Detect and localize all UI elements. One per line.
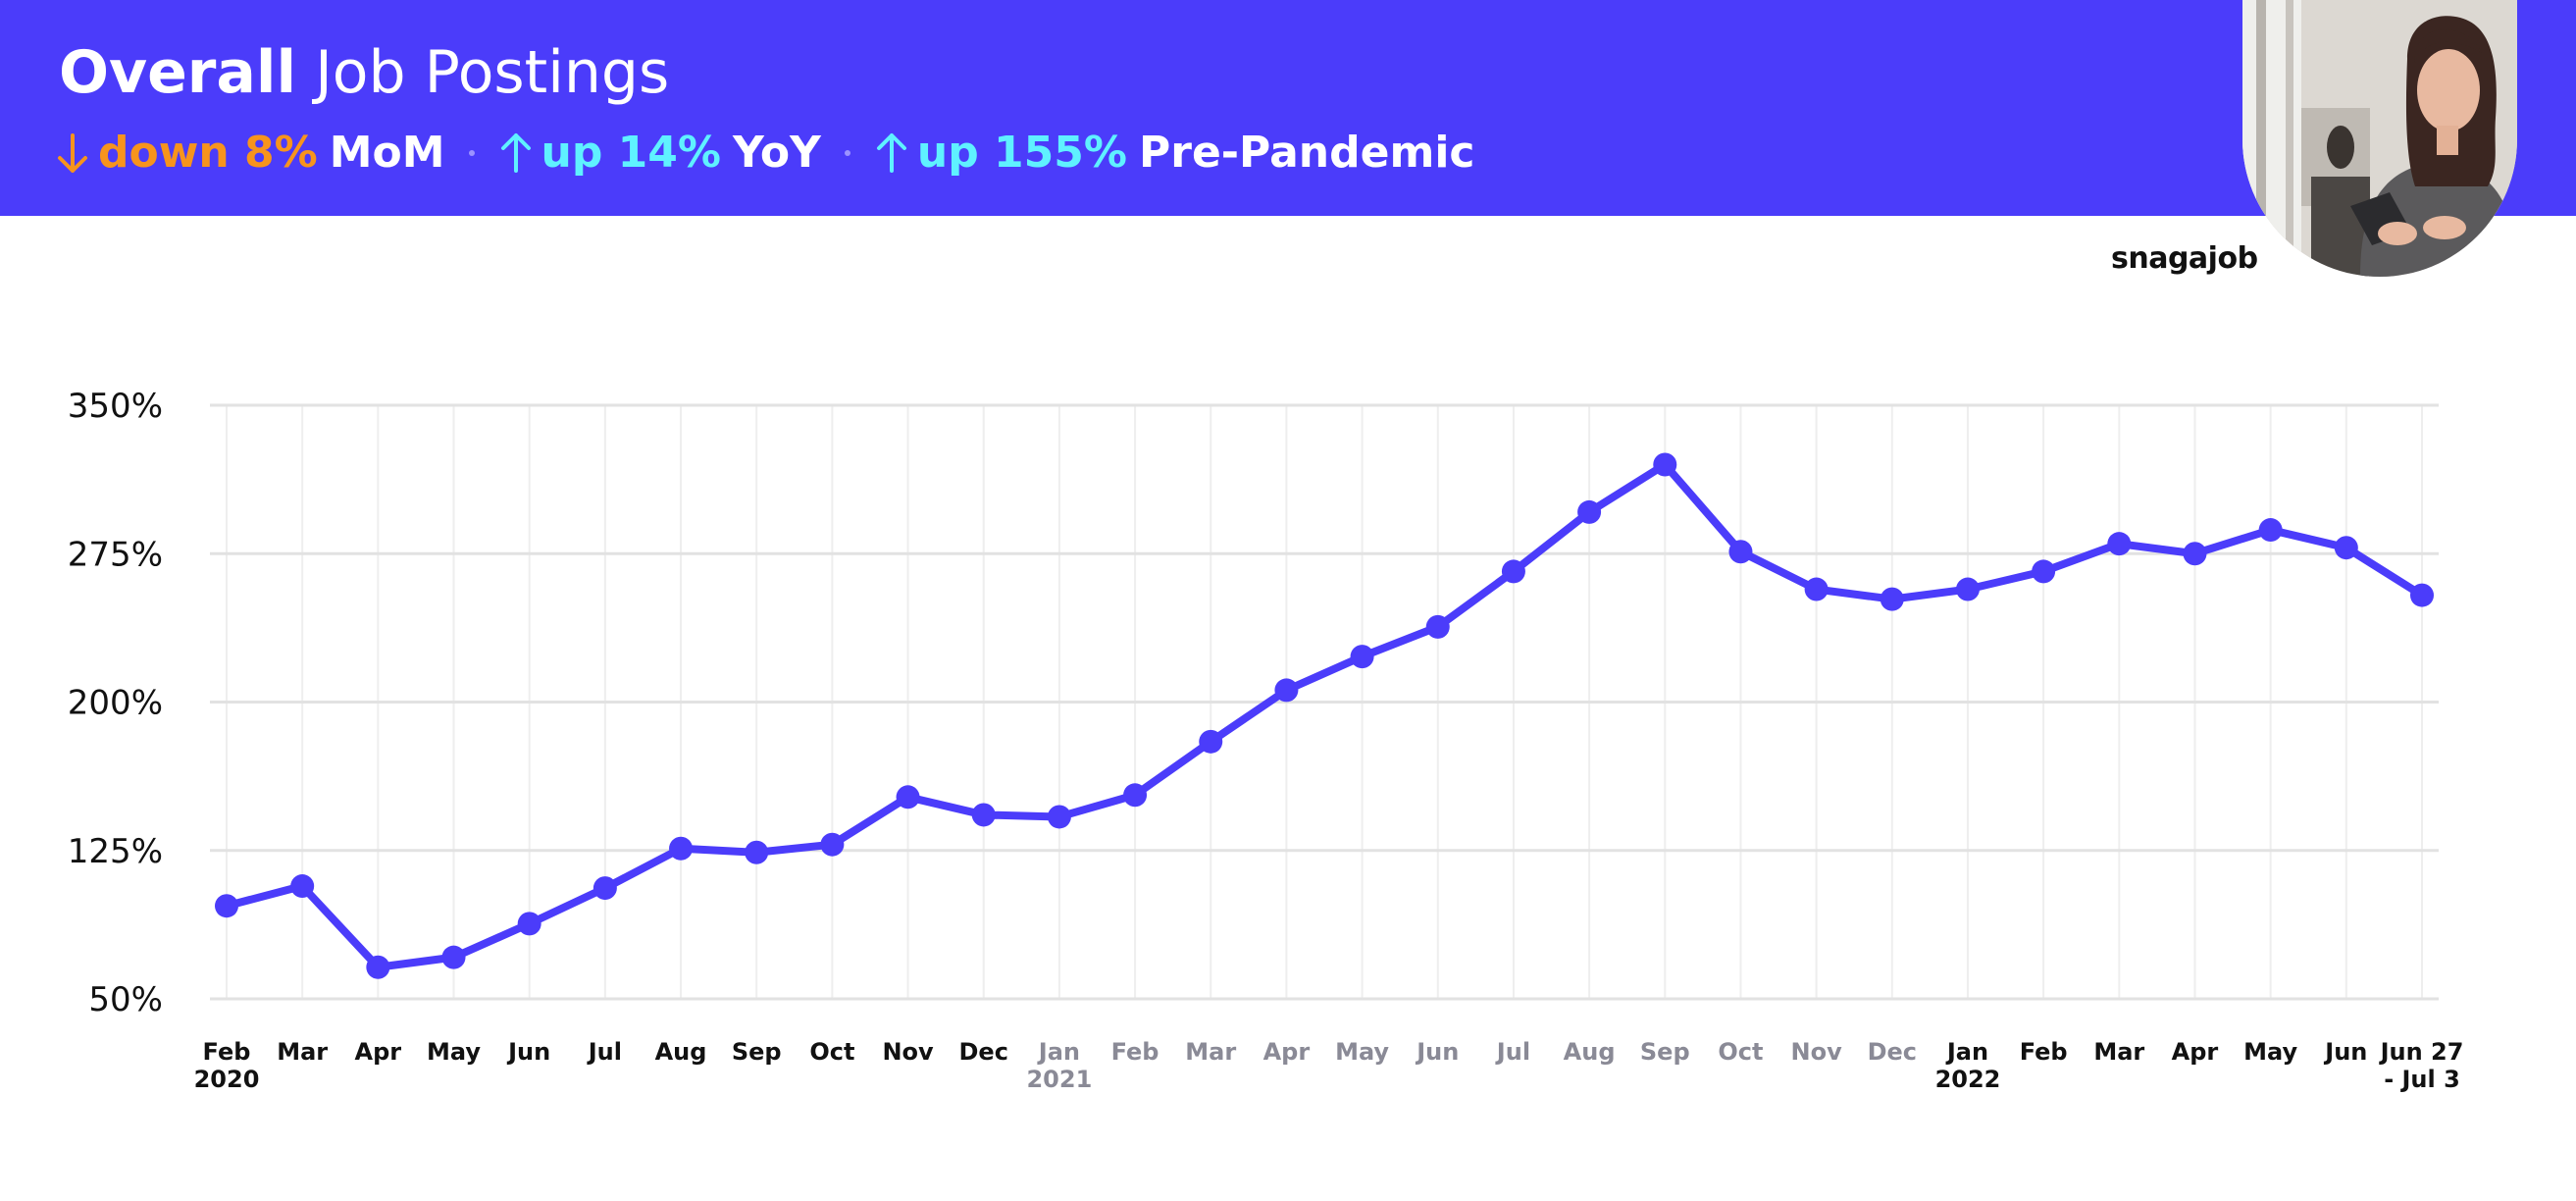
y-tick-label: 50%: [88, 980, 163, 1019]
data-point: [1274, 678, 1299, 703]
x-tick-label: Jul: [587, 1038, 622, 1066]
x-tick-label: Sep: [1640, 1038, 1690, 1066]
data-point: [2032, 559, 2056, 584]
x-tick-label: May: [1335, 1038, 1389, 1066]
x-tick-label: Feb: [203, 1038, 251, 1066]
data-point: [1047, 805, 1071, 829]
x-tick-label: Nov: [882, 1038, 934, 1066]
data-point: [1577, 499, 1602, 524]
x-tick-label: May: [2243, 1038, 2297, 1066]
x-tick-label: Apr: [2172, 1038, 2219, 1066]
arrow-up-icon: [876, 133, 906, 173]
x-tick-label: Jun: [1415, 1038, 1459, 1066]
stats-row: down 8% MoM up 14% YoY up 155% Pre-Pande…: [55, 122, 1474, 184]
data-point: [215, 894, 238, 918]
data-point: [669, 836, 694, 861]
x-tick-label: Nov: [1791, 1038, 1843, 1066]
data-point: [1653, 452, 1677, 477]
stat-mom-label: MoM: [329, 128, 445, 178]
data-point: [745, 840, 769, 864]
data-point: [2334, 536, 2358, 560]
y-tick-label: 275%: [68, 535, 163, 574]
x-tick-sublabel: 2020: [194, 1066, 260, 1093]
x-tick-label: Jan: [1037, 1038, 1080, 1066]
x-tick-label: Jun: [2323, 1038, 2367, 1066]
stat-prepandemic-value: up 155%: [916, 128, 1127, 178]
stat-separator: [844, 150, 850, 156]
stat-yoy-label: YoY: [733, 128, 821, 178]
data-point: [517, 912, 541, 936]
stat-prepandemic-label: Pre-Pandemic: [1139, 128, 1475, 178]
x-tick-label: Mar: [277, 1038, 328, 1066]
x-tick-label: Sep: [732, 1038, 782, 1066]
x-tick-label: Apr: [1263, 1038, 1311, 1066]
data-point: [1350, 645, 1374, 669]
x-tick-label: Jun: [506, 1038, 550, 1066]
arrow-up-icon: [500, 133, 531, 173]
data-point: [1804, 577, 1829, 601]
data-point: [2410, 583, 2434, 607]
stat-mom-value: down 8%: [98, 128, 318, 178]
data-point: [366, 955, 390, 979]
header-banner: Overall Job Postings down 8% MoM up 14% …: [0, 0, 2576, 216]
stat-yoy: up 14% YoY: [498, 122, 821, 184]
data-point: [820, 832, 845, 857]
title-bold: Overall: [59, 38, 297, 107]
x-tick-label: Jan: [1945, 1038, 1988, 1066]
data-point: [1880, 587, 1904, 611]
x-tick-sublabel: 2021: [1026, 1066, 1092, 1093]
data-point: [1501, 559, 1525, 584]
page-title: Overall Job Postings: [59, 33, 669, 112]
series-line: [223, 460, 2426, 971]
x-tick-label: May: [427, 1038, 481, 1066]
stat-mom: down 8% MoM: [55, 122, 445, 184]
stat-prepandemic: up 155% Pre-Pandemic: [874, 122, 1475, 184]
x-tick-label: Apr: [355, 1038, 402, 1066]
x-tick-label: Oct: [809, 1038, 854, 1066]
x-tick-label: Dec: [1868, 1038, 1917, 1066]
data-point: [1728, 540, 1753, 564]
x-tick-label: Oct: [1718, 1038, 1763, 1066]
person-photo: [2242, 0, 2517, 277]
data-point: [2258, 518, 2283, 543]
data-point: [1955, 577, 1980, 601]
data-point: [1199, 729, 1223, 754]
y-tick-label: 350%: [68, 387, 163, 426]
x-tick-label: Feb: [1111, 1038, 1159, 1066]
x-tick-sublabel: - Jul 3: [2384, 1066, 2460, 1093]
x-tick-label: Jul: [1495, 1038, 1530, 1066]
data-point: [971, 803, 996, 827]
data-point: [592, 876, 617, 901]
data-point: [290, 874, 315, 899]
person-with-phone-image: [2242, 0, 2517, 277]
data-point: [1123, 783, 1148, 808]
snagajob-logo: snagajob: [2111, 241, 2258, 276]
x-tick-label: Feb: [2020, 1038, 2068, 1066]
x-tick-label: Aug: [1564, 1038, 1616, 1066]
data-point: [896, 785, 920, 809]
y-tick-label: 200%: [68, 684, 163, 723]
stat-separator: [468, 150, 475, 156]
stat-yoy-value: up 14%: [541, 128, 721, 178]
x-tick-label: Mar: [2093, 1038, 2144, 1066]
x-tick-sublabel: 2022: [1935, 1066, 2001, 1093]
data-point: [1425, 614, 1450, 639]
x-tick-label: Mar: [1185, 1038, 1236, 1066]
arrow-down-icon: [58, 133, 87, 173]
y-tick-label: 125%: [68, 832, 163, 871]
data-point: [2183, 542, 2207, 566]
data-point: [441, 945, 466, 969]
x-tick-label: Jun 27: [2379, 1038, 2464, 1066]
data-point: [2107, 532, 2132, 556]
x-tick-label: Dec: [959, 1038, 1008, 1066]
x-tick-label: Aug: [655, 1038, 707, 1066]
title-light: Job Postings: [315, 38, 670, 107]
